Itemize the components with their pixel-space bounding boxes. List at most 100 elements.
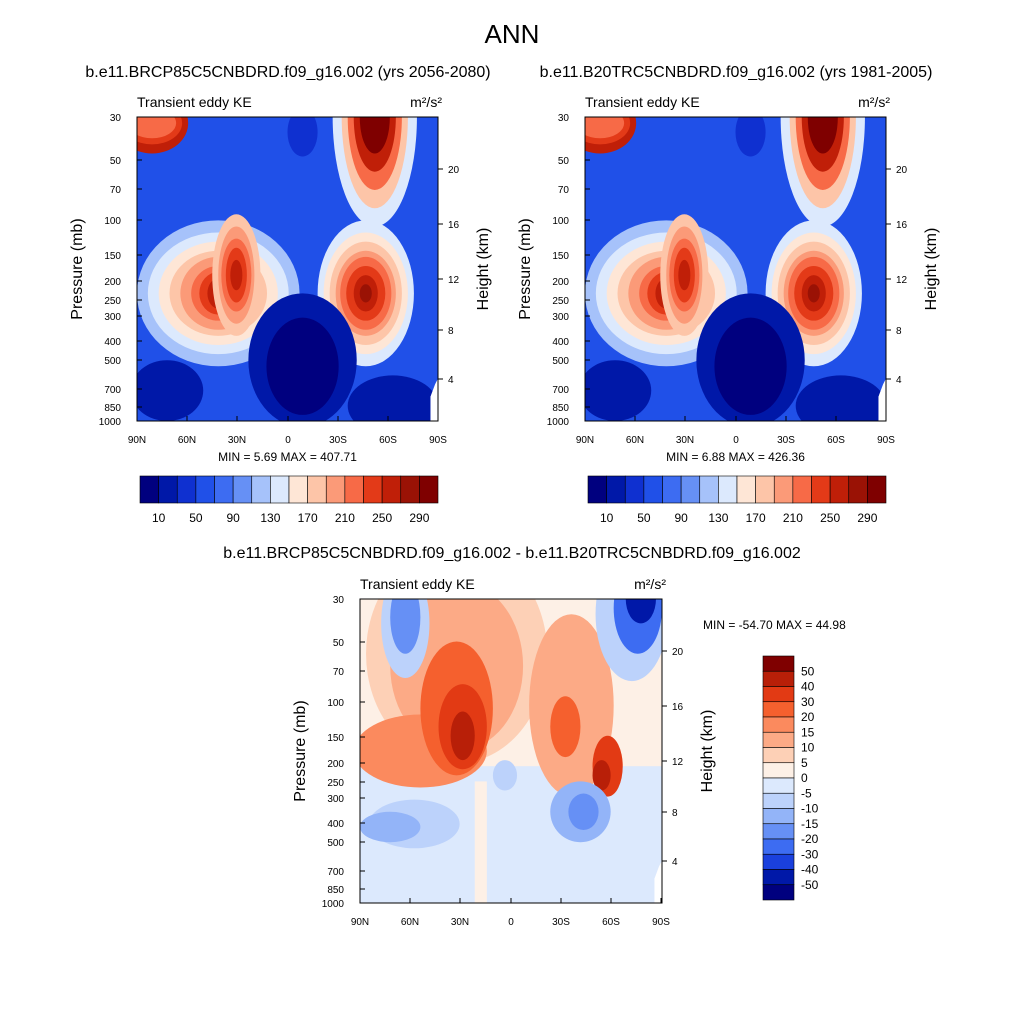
y-right-tick-label: 20 [672,647,684,658]
colorbar-label: 10 [801,741,815,755]
x-tick-label: 30S [552,917,570,928]
y-right-tick-label: 4 [896,375,902,386]
colorbar-swatch [139,475,159,504]
y-tick-label: 400 [104,337,121,348]
colorbar-swatch [307,475,327,504]
y-tick-label: 30 [110,113,122,124]
colorbar-label: 20 [801,710,815,724]
colorbar-swatch [792,475,812,504]
y-right-tick-label: 8 [448,326,454,337]
colorbar-swatch [699,475,719,504]
x-tick-label: 0 [285,435,291,446]
x-tick-label: 0 [508,917,514,928]
colorbar-label: 170 [298,511,318,525]
colorbar-swatch [762,655,795,672]
y-axis-label: Pressure (mb) [517,218,534,319]
x-tick-label: 30N [228,435,246,446]
y-tick-label: 70 [558,185,570,196]
colorbar-label: 210 [783,511,803,525]
y-tick-label: 1000 [99,417,122,428]
y-tick-label: 200 [104,277,121,288]
chart-subtitle: Transient eddy KE [360,576,475,592]
colorbar-swatch [400,475,420,504]
y-tick-label: 70 [333,667,345,678]
colorbar-swatch [344,475,364,504]
colorbar-swatch [762,777,795,794]
x-tick-label: 30S [777,435,795,446]
y-tick-label: 200 [327,759,344,770]
chart-title: b.e11.BRCP85C5CNBDRD.f09_g16.002 (yrs 20… [85,64,490,81]
y-right-tick-label: 4 [448,375,454,386]
contour-neg [390,599,421,654]
contour-pos [450,711,475,761]
contour-low [795,375,886,421]
colorbar-label: 5 [801,756,808,770]
colorbar-swatch [867,475,887,504]
y-right-tick-label: 8 [672,808,678,819]
y-tick-label: 400 [327,819,344,830]
colorbar-swatch [363,475,383,504]
colorbar-swatch [325,475,346,504]
x-tick-label: 90N [128,435,146,446]
y-right-tick-label: 20 [448,165,460,176]
colorbar-swatch [195,475,215,504]
y-axis-right-label: Height (km) [475,228,492,311]
colorbar-label: 90 [674,511,688,525]
y-tick-label: 700 [104,385,121,396]
colorbar-label: 130 [708,511,728,525]
colorbar-label: 290 [857,511,877,525]
colorbar-swatch [214,475,234,504]
y-right-tick-label: 12 [896,275,908,286]
y-tick-label: 30 [333,595,345,606]
y-tick-label: 250 [552,296,569,307]
y-tick-label: 700 [327,867,344,878]
colorbar-swatch [755,475,775,504]
y-axis-label: Pressure (mb) [69,218,86,319]
colorbar-swatch [773,475,794,504]
units-label: m²/s² [634,576,666,592]
colorbar-swatch [762,792,795,809]
colorbar-label: -15 [801,817,819,831]
colorbar-swatch [762,808,795,825]
contour-pos-column [474,781,487,903]
y-tick-label: 500 [104,356,121,367]
contour-sh-strat [807,117,838,154]
x-tick-label: 60S [602,917,620,928]
contour-neg [625,599,656,624]
units-label: m²/s² [858,94,890,110]
contour-low [714,317,787,415]
y-tick-label: 850 [327,885,344,896]
contour-nh-core [230,259,243,291]
colorbar-swatch [848,475,868,504]
colorbar-swatch [811,475,831,504]
colorbar-label: -20 [801,832,819,846]
y-tick-label: 50 [110,156,122,167]
contour-pos [592,760,611,791]
colorbar-label: 40 [801,680,815,694]
colorbar-swatch [158,475,178,504]
y-tick-label: 1000 [322,899,345,910]
x-tick-label: 90N [576,435,594,446]
colorbar-swatch [762,853,795,870]
colorbar: 10 50 90 130 170 210 250 290 [587,475,887,525]
min-max-stats: MIN = 6.88 MAX = 426.36 [666,450,805,464]
contour-low [287,117,318,157]
y-axis-right-label: Height (km) [699,710,716,793]
topography-mask [430,378,438,421]
colorbar-label: 0 [801,771,808,785]
colorbar-swatch [270,475,290,504]
colorbar-label: 250 [820,511,840,525]
colorbar-swatch [662,475,682,504]
colorbar-label: -10 [801,802,819,816]
colorbar-label: 50 [801,664,815,678]
contour-sh-jet [807,284,820,303]
contour-sh-jet [359,284,372,303]
x-tick-label: 60S [379,435,397,446]
x-tick-label: 30N [451,917,469,928]
y-tick-label: 150 [327,733,344,744]
x-tick-label: 60S [827,435,845,446]
y-tick-label: 250 [327,778,344,789]
x-tick-label: 30S [329,435,347,446]
colorbar-swatch [762,747,795,764]
